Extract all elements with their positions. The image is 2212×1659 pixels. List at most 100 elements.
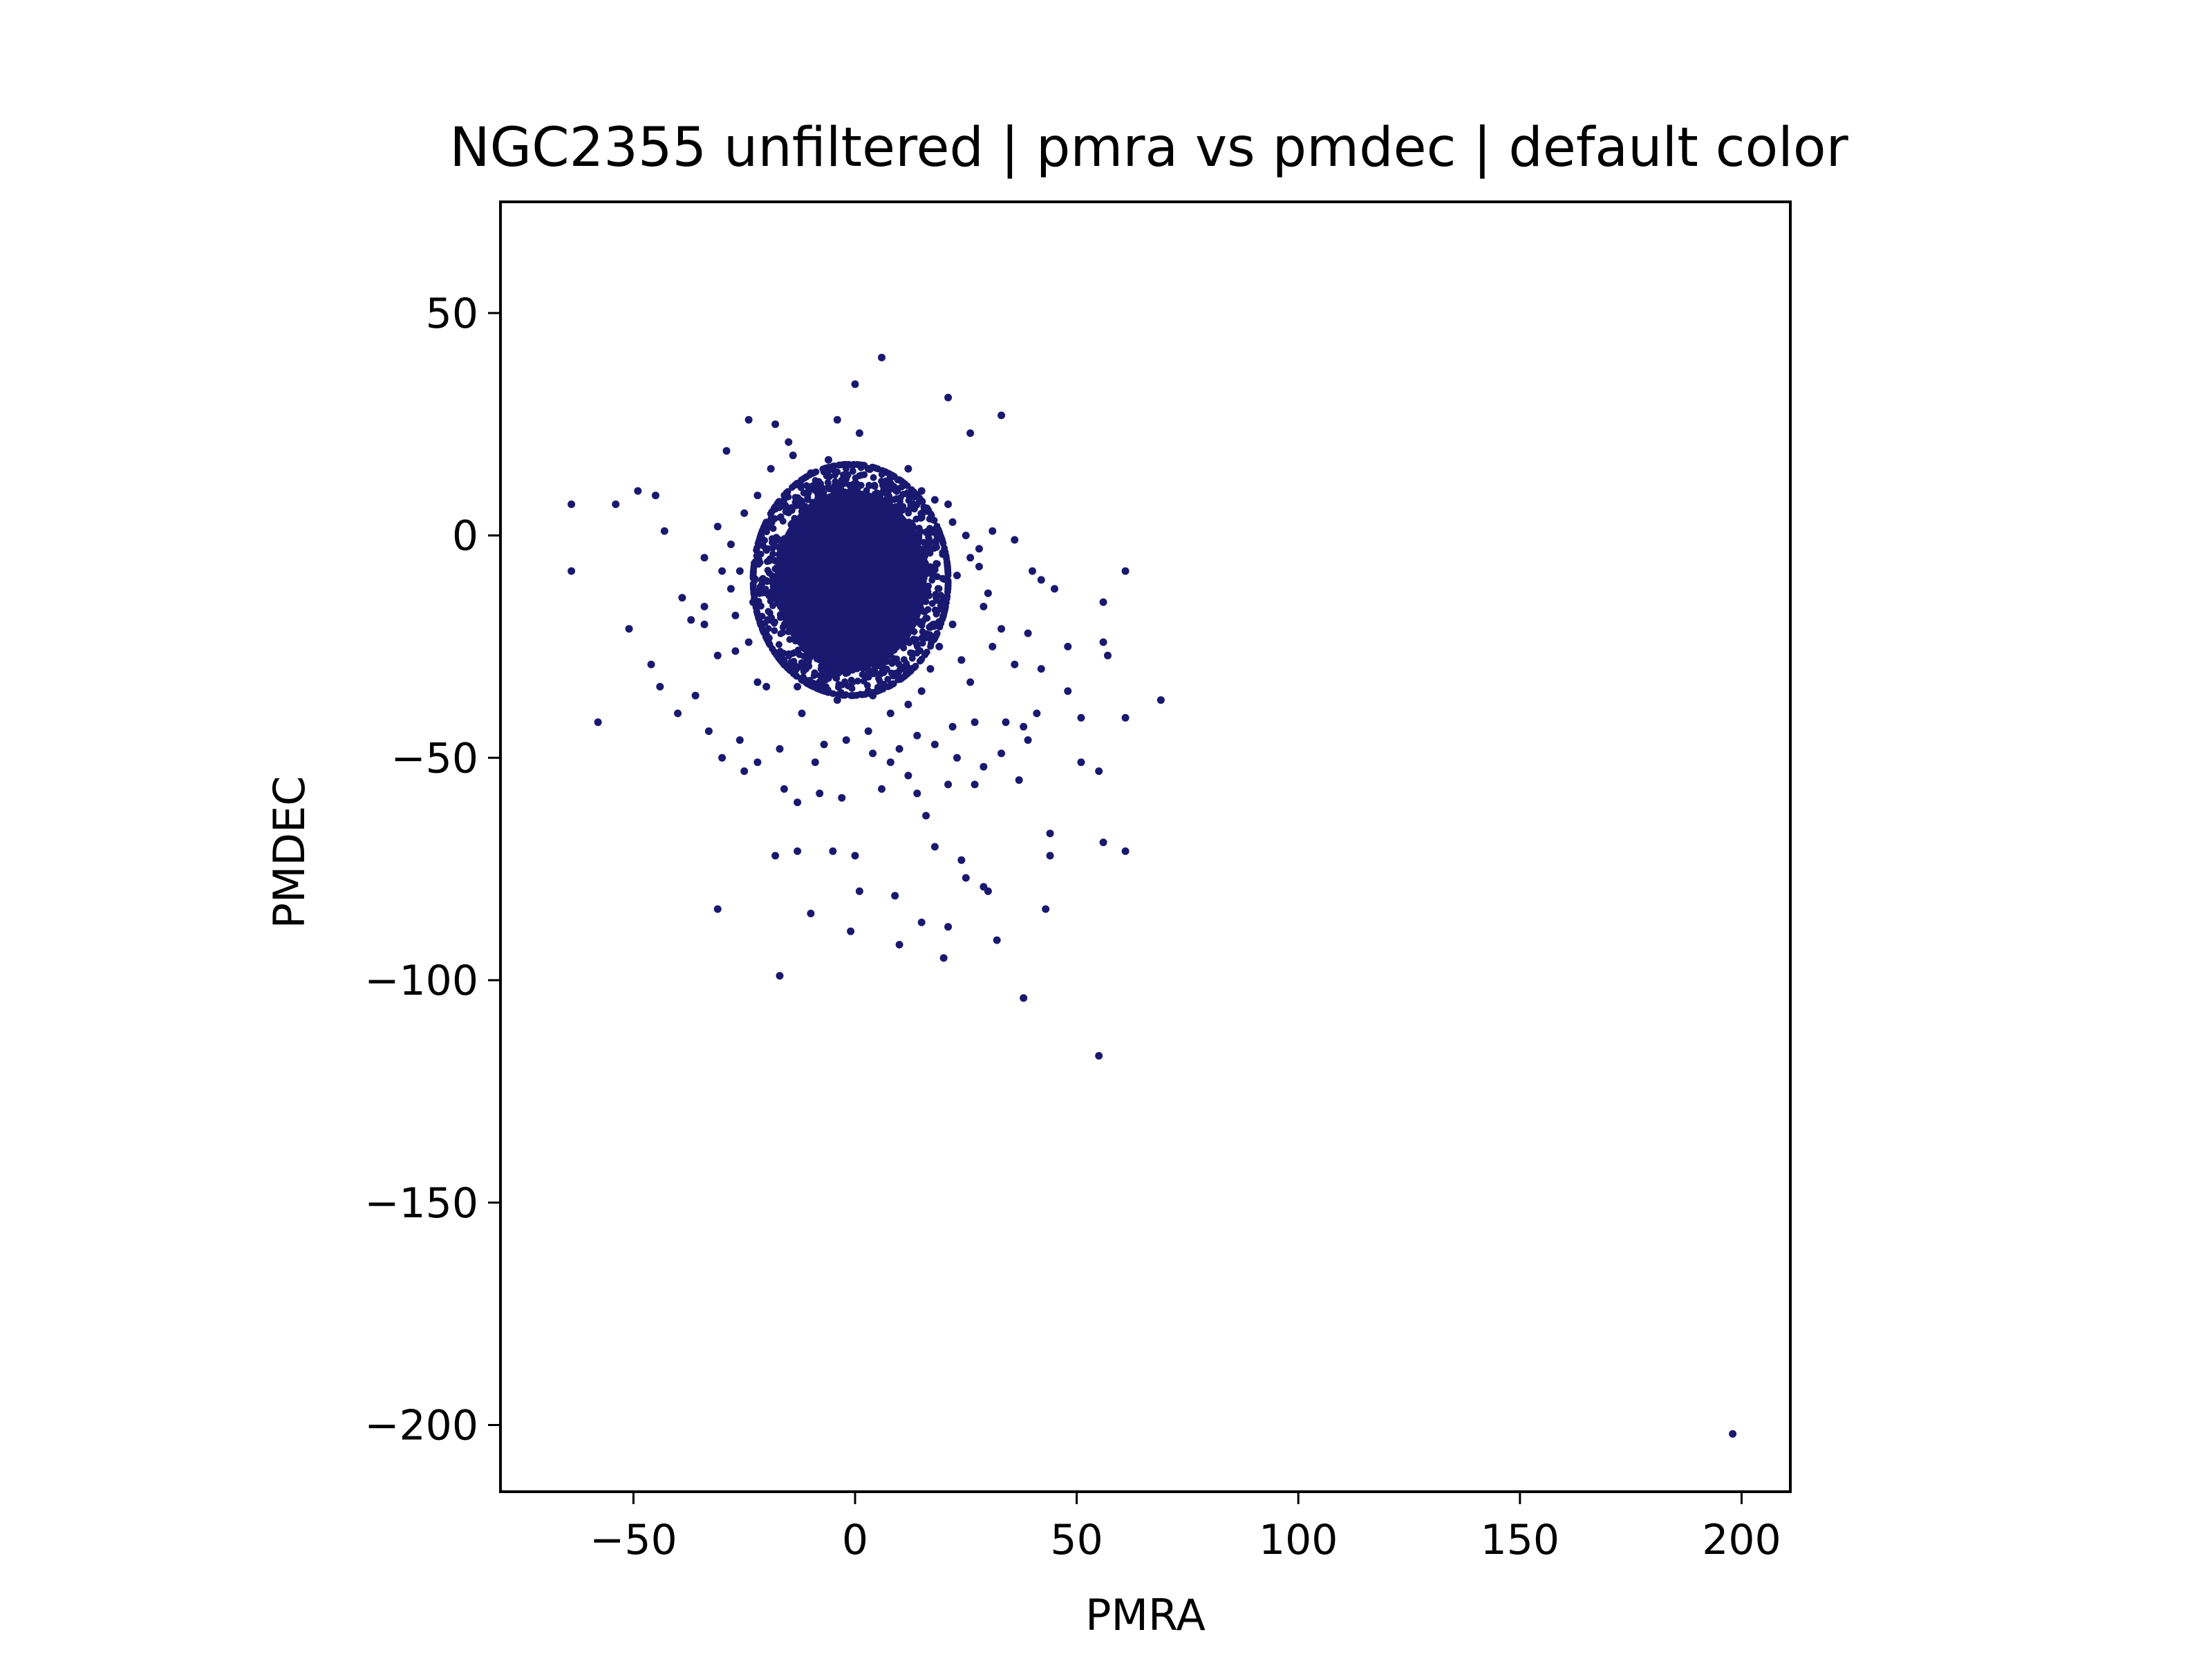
data-point <box>568 500 576 508</box>
core-point <box>773 534 780 541</box>
core-point <box>897 675 905 683</box>
core-point <box>761 536 769 544</box>
core-point <box>918 514 926 521</box>
data-point <box>700 554 709 562</box>
data-point <box>1095 1051 1103 1060</box>
core-point <box>944 582 952 590</box>
core-point <box>777 513 785 521</box>
core-point <box>794 646 802 654</box>
data-point <box>1011 536 1019 544</box>
core-point <box>938 535 946 543</box>
data-point <box>953 753 961 762</box>
core-point <box>771 503 779 511</box>
data-point <box>807 910 815 917</box>
core-point <box>798 659 805 666</box>
core-point <box>925 634 932 641</box>
x-tick-label: 0 <box>842 1516 868 1564</box>
core-point <box>814 479 822 487</box>
core-point <box>928 512 935 519</box>
data-point <box>1121 567 1130 575</box>
data-point <box>718 567 727 575</box>
core-point <box>769 544 776 552</box>
data-point <box>612 500 620 508</box>
data-point <box>1156 696 1165 704</box>
data-point <box>904 700 912 709</box>
core-point <box>921 651 928 659</box>
data-point <box>1033 709 1041 718</box>
core-point <box>877 670 885 677</box>
data-point <box>594 718 602 727</box>
core-point <box>926 592 933 599</box>
data-point <box>1015 776 1023 784</box>
core-point <box>803 679 811 687</box>
data-point <box>771 852 780 860</box>
data-point <box>718 753 727 762</box>
core-point <box>776 655 783 663</box>
core-point <box>894 476 901 484</box>
data-point <box>674 709 682 718</box>
core-point <box>769 550 777 558</box>
data-point <box>975 545 983 553</box>
core-point <box>841 480 848 487</box>
core-point <box>782 508 789 516</box>
core-point <box>789 484 796 491</box>
data-point <box>785 438 793 446</box>
data-point <box>997 411 1006 420</box>
data-point <box>1064 642 1072 650</box>
data-point <box>993 936 1001 944</box>
data-point <box>762 682 771 691</box>
data-point <box>1037 576 1045 584</box>
core-point <box>849 692 856 700</box>
core-point <box>786 666 794 674</box>
y-tick-label: −50 <box>391 734 478 782</box>
core-point <box>897 498 903 505</box>
data-point <box>771 420 780 429</box>
data-point <box>727 585 735 593</box>
core-point <box>880 680 888 688</box>
core-point <box>865 666 872 674</box>
core-point <box>943 555 950 562</box>
data-point <box>651 491 659 500</box>
data-point <box>944 500 953 508</box>
core-point <box>771 648 778 656</box>
data-point <box>1024 629 1032 637</box>
core-point <box>884 675 892 683</box>
data-point <box>855 887 863 895</box>
core-point <box>924 505 932 513</box>
data-point <box>767 465 775 473</box>
core-point <box>933 630 941 637</box>
core-point <box>836 461 843 469</box>
data-point <box>966 429 975 438</box>
data-point <box>966 678 975 686</box>
core-point <box>890 670 898 677</box>
core-point <box>894 485 901 492</box>
core-point <box>912 491 920 498</box>
core-point <box>765 639 773 647</box>
core-point <box>859 671 866 678</box>
data-point <box>944 780 953 789</box>
core-point <box>811 669 818 677</box>
data-point <box>789 451 797 460</box>
data-point <box>944 923 953 931</box>
data-point <box>930 843 939 851</box>
data-point <box>713 523 722 531</box>
core-point <box>796 502 803 509</box>
data-point <box>1121 713 1130 722</box>
data-point <box>794 682 802 691</box>
data-point <box>980 762 988 771</box>
core-point <box>925 534 932 541</box>
x-tick-label: 50 <box>1050 1516 1103 1564</box>
core-point <box>939 615 946 623</box>
data-point <box>1042 905 1050 913</box>
data-point <box>847 927 855 935</box>
core-point <box>821 668 829 675</box>
core-point <box>758 625 766 632</box>
core-point <box>854 677 861 685</box>
outlier-point <box>1729 1430 1737 1438</box>
data-point <box>913 731 921 740</box>
core-point <box>930 568 937 575</box>
core-point <box>918 497 926 505</box>
core-point <box>757 602 765 610</box>
data-point <box>878 785 885 793</box>
